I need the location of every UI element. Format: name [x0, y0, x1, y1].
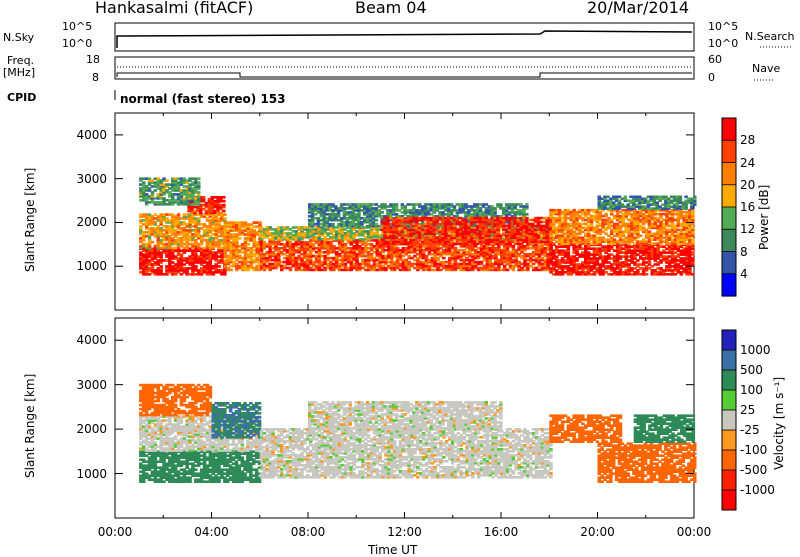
data-cell: [645, 273, 649, 276]
data-cell: [197, 177, 201, 180]
data-cell: [142, 181, 146, 184]
data-cell: [442, 257, 446, 260]
data-cell: [197, 191, 201, 194]
data-cell: [177, 213, 181, 216]
data-cell: [222, 210, 226, 213]
data-cell: [238, 237, 242, 240]
data-cell: [217, 265, 221, 268]
data-cell: [525, 213, 529, 216]
data-cell: [151, 241, 155, 244]
data-cell: [499, 203, 503, 206]
data-cell: [165, 179, 169, 182]
data-cell: [380, 211, 384, 214]
nsky-line: [117, 31, 692, 48]
data-cell: [395, 203, 399, 206]
data-cell: [525, 203, 529, 206]
data-cell: [331, 223, 335, 226]
data-cell: [258, 221, 262, 224]
data-cell: [159, 265, 163, 268]
data-cell: [222, 196, 226, 199]
data-cell: [512, 245, 515, 248]
data-cell: [247, 243, 251, 246]
data-cell: [202, 196, 206, 199]
data-cell: [404, 225, 408, 228]
data-cell: [404, 238, 408, 241]
data-cell: [194, 265, 198, 268]
data-cell: [222, 204, 226, 207]
data-cell: [223, 213, 227, 216]
freq-frame: [115, 57, 694, 79]
data-cell: [229, 269, 233, 272]
nsky-frame: [115, 23, 694, 51]
data-cell: [375, 219, 379, 222]
data-cell: [197, 181, 201, 184]
data-cell: [223, 217, 227, 220]
data-cell: [222, 200, 226, 203]
freq-line: [117, 73, 692, 77]
